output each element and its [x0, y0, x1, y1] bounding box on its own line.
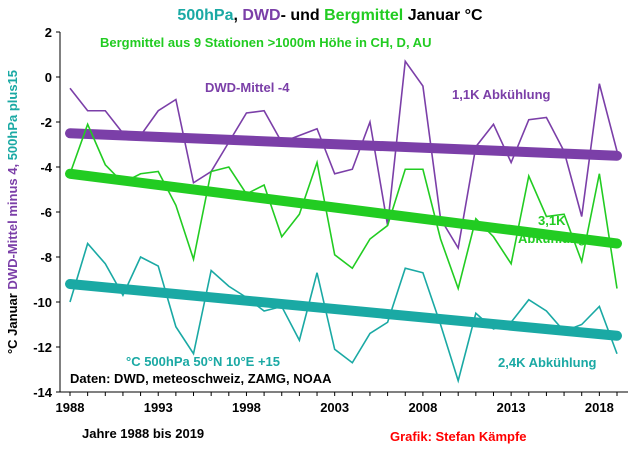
y-axis-label: °C Januar DWD-Mittel minus 4, 500hPa plu…: [5, 70, 20, 354]
annotation: 2,4K Abkühlung: [498, 355, 597, 370]
credit-label: Grafik: Stefan Kämpfe: [390, 429, 527, 444]
annotation: 1,1K Abkühlung: [452, 87, 551, 102]
chart-title: 500hPa, DWD- und Bergmittel Januar °C: [177, 7, 483, 24]
annotation: DWD-Mittel -4: [205, 80, 290, 95]
annotation: Abkühlung: [518, 231, 586, 246]
annotation: 3,1K: [538, 213, 566, 228]
trend-line-2: [65, 279, 622, 341]
trend-line-0: [65, 128, 622, 161]
title-part-1: ,: [233, 7, 242, 24]
y-tick-label: -14: [33, 385, 53, 400]
y-tick-label: -2: [40, 115, 52, 130]
y-tick-label: 0: [45, 70, 52, 85]
trend-line-1: [65, 168, 622, 249]
title-part-2: DWD: [242, 7, 280, 24]
ylabel-part-0: °C Januar: [5, 290, 20, 354]
x-tick-label: 2008: [408, 400, 437, 415]
series-line-1: [69, 122, 618, 292]
annotation: Daten: DWD, meteoschweiz, ZAMG, NOAA: [70, 371, 332, 386]
x-tick-label: 2003: [320, 400, 349, 415]
ylabel-part-2: 500hPa plus15: [5, 70, 20, 160]
annotation: Bergmittel aus 9 Stationen >1000m Höhe i…: [100, 35, 431, 50]
y-tick-label: -8: [40, 250, 52, 265]
y-tick-label: 2: [45, 25, 52, 40]
y-tick-label: -6: [40, 205, 52, 220]
y-tick-label: -12: [33, 340, 52, 355]
annotations: Bergmittel aus 9 Stationen >1000m Höhe i…: [70, 35, 597, 386]
y-tick-label: -10: [33, 295, 52, 310]
annotation: °C 500hPa 50°N 10°E +15: [126, 354, 280, 369]
title-part-3: - und: [281, 7, 325, 24]
x-tick-label: 2018: [585, 400, 614, 415]
x-tick-label: 1988: [56, 400, 85, 415]
y-tick-label: -4: [40, 160, 52, 175]
x-tick-label: 1998: [232, 400, 261, 415]
x-axis-label: Jahre 1988 bis 2019: [82, 426, 204, 441]
series-line-2: [69, 241, 618, 384]
title-part-5: Januar °C: [403, 7, 483, 24]
x-tick-label: 2013: [497, 400, 526, 415]
title-part-4: Bergmittel: [324, 7, 403, 24]
x-tick-label: 1993: [144, 400, 173, 415]
ylabel-part-1: DWD-Mittel minus 4,: [5, 160, 20, 289]
title-part-0: 500hPa: [177, 7, 233, 24]
series-line-0: [69, 59, 618, 251]
plot-area: [65, 59, 622, 384]
